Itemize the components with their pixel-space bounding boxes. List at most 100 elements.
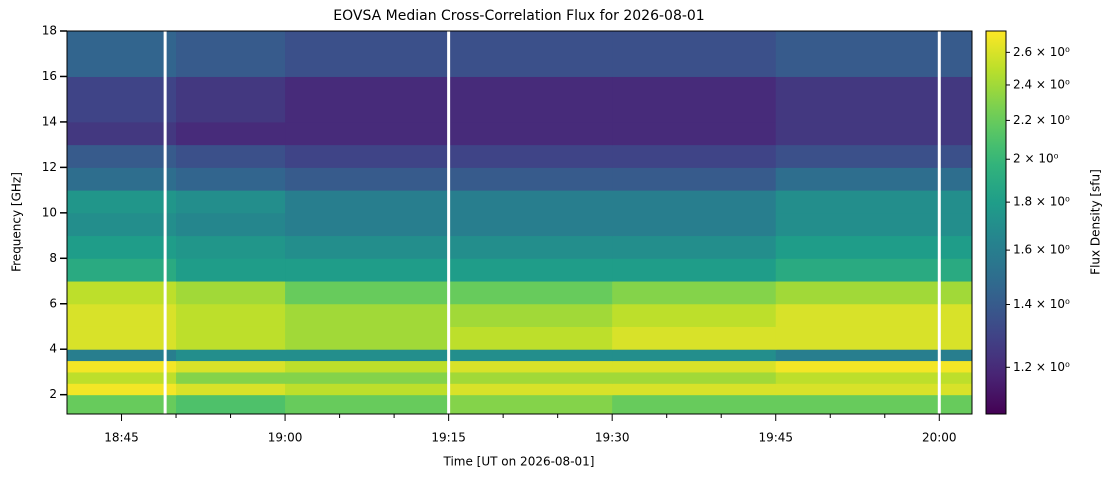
heatmap-cell bbox=[285, 258, 450, 282]
heatmap-cell bbox=[176, 167, 286, 191]
colorbar-tick-label: 1.6 × 10⁰ bbox=[1013, 243, 1070, 257]
colorbar-tick-label: 1.8 × 10⁰ bbox=[1013, 195, 1070, 209]
colorbar-tick-label: 1.2 × 10⁰ bbox=[1013, 360, 1070, 374]
heatmap-cell bbox=[448, 258, 613, 282]
x-tick-label: 19:45 bbox=[758, 431, 793, 445]
heatmap-cell bbox=[612, 383, 777, 396]
x-tick-label: 20:00 bbox=[922, 431, 957, 445]
y-axis-label: Frequency [GHz] bbox=[10, 172, 24, 272]
heatmap-cell bbox=[775, 235, 973, 259]
y-tick-label: 10 bbox=[42, 205, 57, 219]
heatmap-cell bbox=[67, 360, 177, 373]
heatmap-cell bbox=[448, 31, 613, 77]
heatmap-cell bbox=[285, 76, 450, 123]
heatmap-cell bbox=[176, 76, 286, 123]
heatmap-cell bbox=[285, 383, 450, 396]
heatmap-cell bbox=[775, 190, 973, 214]
heatmap-cell bbox=[67, 349, 177, 362]
colorbar-tick-label: 2.4 × 10⁰ bbox=[1013, 77, 1070, 91]
heatmap-cell bbox=[67, 371, 177, 384]
heatmap-cell bbox=[612, 31, 777, 77]
colorbar-tick-label: 2.6 × 10⁰ bbox=[1013, 45, 1070, 59]
heatmap-cell bbox=[285, 394, 450, 415]
heatmap-cell bbox=[612, 121, 777, 146]
heatmap-cell bbox=[285, 281, 450, 305]
heatmap-cell bbox=[775, 258, 973, 282]
y-tick-label: 16 bbox=[42, 69, 57, 83]
heatmap-cell bbox=[285, 349, 450, 362]
colorbar-tick-label: 1.4 × 10⁰ bbox=[1013, 297, 1070, 311]
heatmap-cell bbox=[285, 326, 450, 350]
heatmap-cell bbox=[612, 281, 777, 305]
heatmap-cell bbox=[285, 121, 450, 146]
heatmap-cell bbox=[448, 281, 613, 305]
colorbar-tick-label: 2 × 10⁰ bbox=[1013, 152, 1059, 166]
x-tick-label: 19:00 bbox=[268, 431, 303, 445]
heatmap-cell bbox=[448, 371, 613, 384]
heatmap-cell bbox=[775, 167, 973, 191]
heatmap-cell bbox=[176, 121, 286, 146]
heatmap-cell bbox=[285, 360, 450, 373]
heatmap-cell bbox=[612, 235, 777, 259]
heatmap-cell bbox=[775, 281, 973, 305]
heatmap-cell bbox=[176, 190, 286, 214]
y-tick-label: 14 bbox=[42, 114, 57, 128]
heatmap-cell bbox=[67, 281, 177, 305]
y-tick-label: 6 bbox=[49, 296, 57, 310]
heatmap-cell bbox=[775, 326, 973, 350]
heatmap-cell bbox=[448, 349, 613, 362]
x-tick-label: 19:15 bbox=[431, 431, 466, 445]
y-tick-label: 2 bbox=[49, 387, 57, 401]
heatmap-cell bbox=[612, 303, 777, 327]
heatmap-cell bbox=[67, 31, 177, 77]
heatmap-cell bbox=[612, 394, 777, 415]
heatmap-cell bbox=[775, 371, 973, 384]
heatmap-cell bbox=[775, 121, 973, 146]
colorbar bbox=[985, 30, 1007, 415]
heatmap-cell bbox=[67, 235, 177, 259]
x-tick-label: 19:30 bbox=[595, 431, 630, 445]
heatmap-cell bbox=[176, 144, 286, 168]
heatmap-cell bbox=[285, 235, 450, 259]
heatmap-cell bbox=[176, 383, 286, 396]
heatmap-cell bbox=[285, 190, 450, 214]
heatmap-cell bbox=[176, 394, 286, 415]
heatmap-cell bbox=[67, 258, 177, 282]
heatmap-cell bbox=[775, 212, 973, 237]
heatmap-cell bbox=[775, 31, 973, 77]
heatmap-cell bbox=[176, 212, 286, 237]
data-gap bbox=[163, 31, 167, 414]
x-axis-label: Time [UT on 2026-08-01] bbox=[443, 455, 595, 469]
heatmap-cell bbox=[448, 303, 613, 327]
heatmap-cell bbox=[285, 212, 450, 237]
heatmap-cell bbox=[775, 144, 973, 168]
heatmap-cell bbox=[448, 235, 613, 259]
heatmap-cell bbox=[67, 303, 177, 327]
heatmap-cell bbox=[775, 349, 973, 362]
chart-title: EOVSA Median Cross-Correlation Flux for … bbox=[333, 8, 704, 24]
heatmap-cell bbox=[67, 121, 177, 146]
heatmap-cell bbox=[612, 190, 777, 214]
heatmap-cell bbox=[448, 190, 613, 214]
heatmap-cell bbox=[775, 360, 973, 373]
heatmap-cell bbox=[448, 144, 613, 168]
y-tick-label: 18 bbox=[42, 24, 57, 38]
heatmap-cell bbox=[176, 349, 286, 362]
heatmap-cell bbox=[67, 383, 177, 396]
heatmap-cell bbox=[448, 383, 613, 396]
heatmap-cell bbox=[67, 144, 177, 168]
heatmap-cell bbox=[285, 303, 450, 327]
colorbar-tick-label: 2.2 × 10⁰ bbox=[1013, 113, 1070, 127]
heatmap-cell bbox=[285, 371, 450, 384]
heatmap-cell bbox=[285, 31, 450, 77]
heatmap-cell bbox=[176, 31, 286, 77]
heatmap-cell bbox=[775, 76, 973, 123]
heatmap-cell bbox=[448, 167, 613, 191]
heatmap-cell bbox=[285, 144, 450, 168]
heatmap-cell bbox=[176, 326, 286, 350]
y-tick-label: 4 bbox=[49, 342, 57, 356]
data-gap bbox=[937, 31, 941, 414]
heatmap-cell bbox=[612, 144, 777, 168]
heatmap-cell bbox=[67, 394, 177, 415]
